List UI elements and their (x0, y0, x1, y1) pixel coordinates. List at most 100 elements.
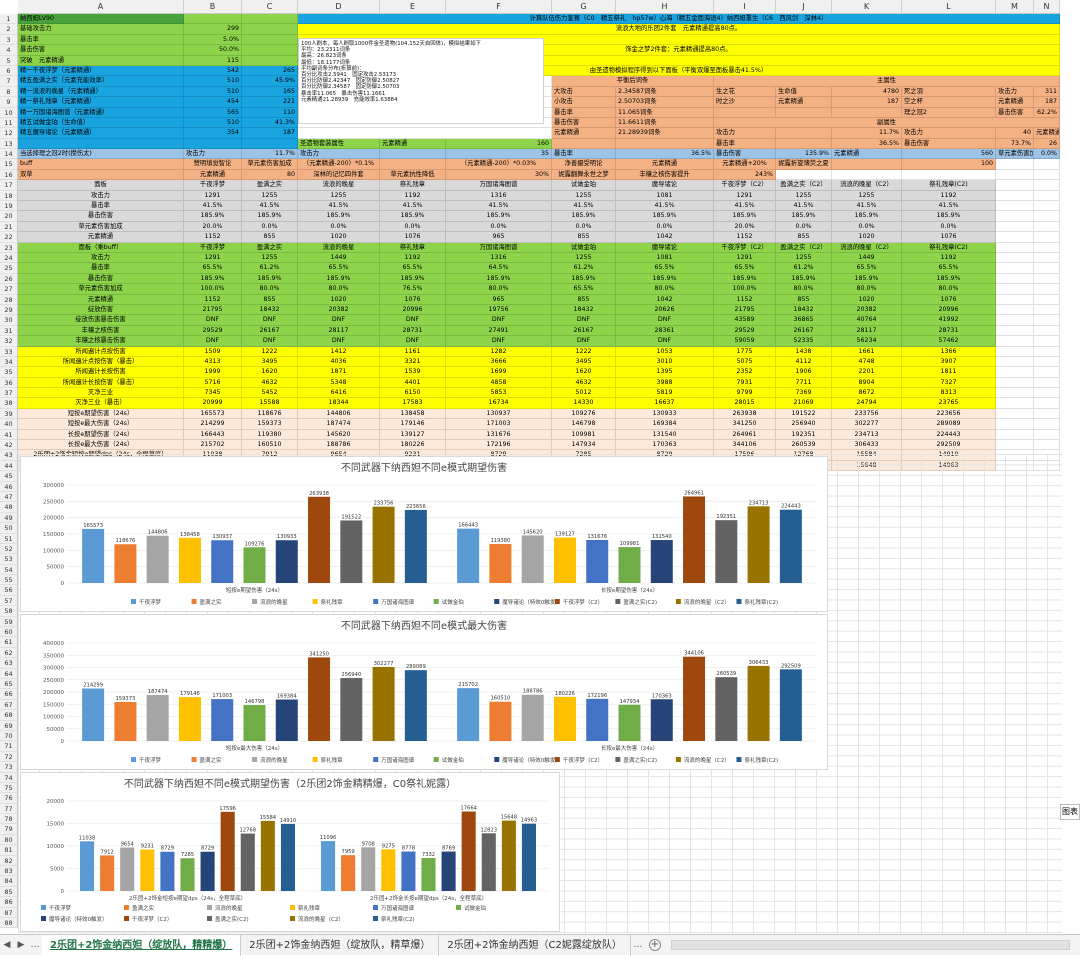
bar[interactable] (146, 535, 169, 583)
bar[interactable] (260, 820, 275, 891)
cell[interactable]: 短按e最大伤害（24s） (18, 419, 184, 430)
bar[interactable] (404, 670, 427, 741)
cell[interactable] (298, 34, 1060, 46)
cell[interactable]: 11.6611词条 (616, 117, 714, 129)
cell[interactable]: 185.9% (298, 211, 380, 222)
cell[interactable]: 185.9% (616, 273, 714, 285)
cell[interactable]: 4632 (552, 377, 616, 389)
column-header-A[interactable]: A (18, 0, 184, 13)
cell[interactable]: 130933 (616, 408, 714, 420)
cell[interactable] (1034, 263, 1060, 274)
cell[interactable]: 3321 (380, 356, 446, 368)
cell[interactable]: 1255 (552, 190, 616, 202)
bar[interactable] (747, 506, 770, 583)
cell[interactable]: 855 (552, 232, 616, 243)
cell[interactable] (242, 24, 298, 35)
cell[interactable]: 263938 (714, 408, 776, 420)
cell[interactable]: 1811 (902, 367, 996, 378)
cell[interactable] (1034, 211, 1060, 222)
bar[interactable] (114, 701, 137, 741)
cell[interactable]: 224443 (902, 429, 996, 441)
row-header[interactable]: 86 (0, 897, 17, 908)
cell[interactable]: 135.9% (776, 149, 832, 160)
cell[interactable]: 计算队伍伤力鉴赛（C0 精五祭礼 hp57w）心海（精五金面海语4）纳西妲重生（… (298, 14, 1060, 25)
column-header-F[interactable]: F (446, 0, 552, 13)
bar[interactable] (747, 665, 770, 741)
cell[interactable]: 副属性 (714, 117, 1060, 129)
cell[interactable]: 36.5% (616, 149, 714, 160)
cell[interactable]: 166443 (184, 429, 242, 441)
cell[interactable]: 28731 (380, 325, 446, 337)
cell[interactable]: 35 (446, 149, 552, 160)
cell[interactable]: 6150 (380, 388, 446, 399)
row-header[interactable]: 27 (0, 284, 17, 295)
row-header[interactable]: 3 (0, 35, 17, 46)
cell[interactable]: 30% (446, 169, 552, 181)
row-header[interactable]: 11 (0, 118, 17, 129)
cell[interactable]: 11.7% (832, 128, 902, 139)
cell[interactable]: 暴击伤害 (18, 211, 184, 222)
cell[interactable]: 16637 (616, 398, 714, 409)
row-header[interactable]: 55 (0, 575, 17, 586)
bar[interactable] (489, 701, 512, 741)
cell[interactable]: 攻击力 (902, 128, 996, 139)
cell[interactable]: 流浪的晚星（C2） (832, 180, 902, 191)
bar[interactable] (457, 688, 480, 741)
cell[interactable]: 14330 (552, 398, 616, 409)
cell[interactable]: 1255 (832, 190, 902, 202)
cell[interactable]: 试做金珀 (552, 242, 616, 253)
cell[interactable]: 暴击率 (552, 107, 616, 118)
row-header[interactable]: 48 (0, 502, 17, 513)
cell[interactable]: 20.0% (714, 221, 776, 233)
cell[interactable]: 突破 元素精通 (18, 55, 184, 66)
row-header[interactable]: 82 (0, 856, 17, 867)
cell[interactable]: 草元素伤害加成 (18, 221, 184, 233)
cell[interactable] (1034, 252, 1060, 264)
cell[interactable]: 1412 (298, 346, 380, 357)
cell[interactable]: 暴击伤害 (18, 45, 184, 56)
cell[interactable] (996, 408, 1034, 420)
bar[interactable] (240, 833, 255, 891)
cell[interactable]: 1222 (552, 346, 616, 357)
cell[interactable]: 祭礼残章(C2) (902, 180, 996, 191)
cell[interactable]: 36865 (776, 315, 832, 326)
cell[interactable]: 28015 (714, 398, 776, 409)
row-header[interactable]: 64 (0, 669, 17, 679)
column-header-I[interactable]: I (714, 0, 776, 13)
row-header[interactable]: 36 (0, 378, 17, 389)
column-header-J[interactable]: J (776, 0, 832, 13)
bar[interactable] (178, 697, 201, 741)
bar[interactable] (243, 705, 266, 741)
cell[interactable]: 1192 (380, 190, 446, 202)
cell[interactable]: 所闻遍计长按伤害 (18, 367, 184, 378)
column-header-E[interactable]: E (380, 0, 446, 13)
row-header[interactable]: 61 (0, 637, 17, 648)
cell[interactable] (184, 14, 242, 25)
cell[interactable]: 80.0% (776, 284, 832, 295)
cell[interactable] (1034, 440, 1060, 451)
cell[interactable] (1034, 429, 1060, 441)
cell[interactable]: 18432 (776, 304, 832, 316)
cell[interactable]: DNF (616, 336, 714, 347)
row-header[interactable]: 35 (0, 367, 17, 378)
cell[interactable]: 0.0% (616, 221, 714, 233)
cell[interactable]: 0.0% (832, 221, 902, 233)
row-header[interactable]: 31 (0, 326, 17, 337)
cell[interactable]: 妮露翻舞永世之梦 (552, 169, 616, 181)
cell[interactable]: 深林的记忆四件套 (298, 169, 380, 181)
cell[interactable]: 1282 (446, 346, 552, 357)
chart-dps[interactable]: 不同武器下纳西妲不同e模式期望伤害（2乐团2饰金精精爆，C0祭礼妮露） 0 5000… (20, 772, 560, 932)
cell[interactable]: 3988 (616, 377, 714, 389)
cell[interactable]: 面板（乘buff） (18, 242, 184, 253)
cell[interactable]: 170363 (616, 440, 714, 451)
cell[interactable]: 179146 (380, 419, 446, 430)
cell[interactable]: 187 (242, 128, 298, 139)
cell[interactable]: DNF (552, 336, 616, 347)
cell[interactable]: 1081 (616, 252, 714, 264)
cell[interactable] (1034, 273, 1060, 285)
cell[interactable]: 100 (902, 159, 996, 170)
cell[interactable]: 510 (184, 86, 242, 98)
cell[interactable]: 185.9% (380, 211, 446, 222)
row-header[interactable]: 51 (0, 534, 17, 544)
cell[interactable]: 109981 (552, 429, 616, 441)
